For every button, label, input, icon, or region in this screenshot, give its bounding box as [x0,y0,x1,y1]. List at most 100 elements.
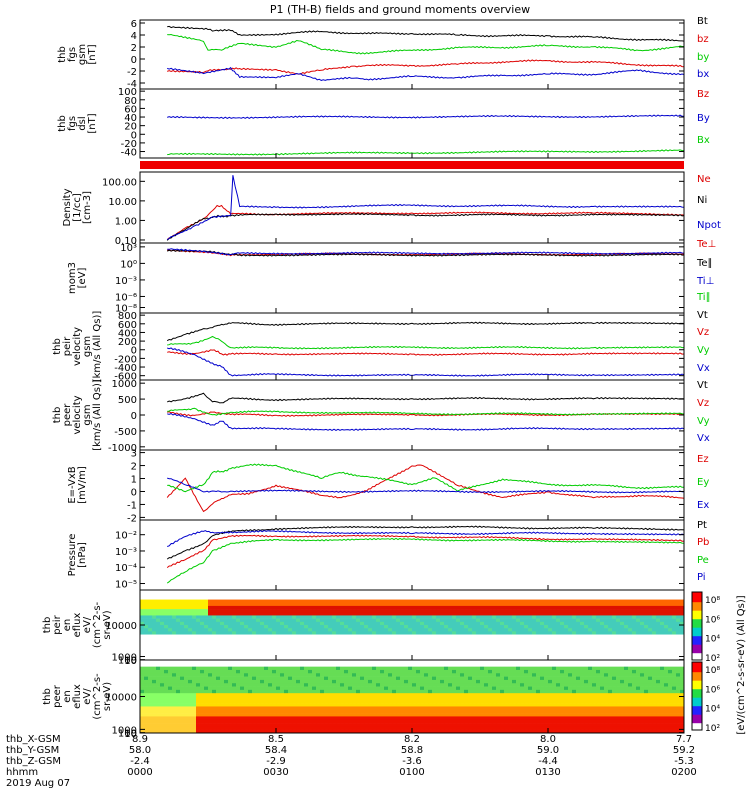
heatmap-cell [336,647,341,651]
heatmap-cell [424,605,429,610]
heatmap-cell [240,656,245,661]
heatmap-cell [392,669,397,674]
heatmap-cell [260,679,265,684]
heatmap-cell [208,709,213,714]
heatmap-cell [548,637,553,642]
heatmap-cell [296,625,301,629]
heatmap-cell [644,605,649,610]
heatmap-cell [280,673,285,677]
heatmap-cell [560,618,565,623]
heatmap-cell [644,602,649,607]
heatmap-cell [632,596,637,600]
heatmap-cell [500,625,505,629]
heatmap-cell [428,686,433,691]
heatmap-cell [520,605,525,610]
heatmap-cell [332,656,337,661]
y-tick-label: 100 [118,87,137,98]
heatmap-cell [344,676,349,681]
heatmap-cell [384,590,389,594]
heatmap-cell [424,653,429,658]
heatmap-cell [520,634,525,639]
heatmap-cell [152,726,157,730]
heatmap-cell [408,669,413,674]
heatmap-cell [288,686,293,691]
heatmap-cell [376,663,381,667]
heatmap-cell [596,599,601,604]
heatmap-cell [220,618,225,623]
heatmap-cell [212,679,217,684]
heatmap-cell [620,602,625,607]
heatmap-cell [336,660,341,664]
heatmap-cell [392,625,397,629]
heatmap-cell [392,631,397,635]
heatmap-cell [184,669,189,674]
heatmap-cell [236,650,241,654]
heatmap-cell [436,679,441,684]
heatmap-cell [540,656,545,661]
heatmap-cell [496,612,501,616]
heatmap-cell [548,599,553,604]
heatmap-cell [396,647,401,651]
heatmap-cell [296,673,301,677]
heatmap-cell [208,703,213,707]
heatmap-cell [388,590,393,594]
heatmap-cell [600,653,605,658]
heatmap-cell [312,602,317,607]
heatmap-cell [388,628,393,632]
heatmap-cell [268,683,273,687]
heatmap-cell [348,590,353,594]
heatmap-cell [276,615,281,619]
heatmap-cell [356,663,361,667]
heatmap-cell [676,628,681,632]
heatmap-cell [408,689,413,694]
heatmap-cell [192,631,197,635]
y-tick-label: -1 [127,500,137,511]
heatmap-cell [224,713,229,717]
heatmap-cell [404,590,409,594]
heatmap-cell [356,599,361,604]
heatmap-cell [592,653,597,658]
heatmap-cell [212,703,217,707]
heatmap-cell [152,634,157,639]
heatmap-cell [192,656,197,661]
heatmap-cell [388,686,393,691]
heatmap-cell [200,726,205,730]
heatmap-cell [276,666,281,671]
heatmap-cell [148,669,153,674]
heatmap-cell [408,663,413,667]
heatmap-cell [212,689,217,694]
heatmap-cell [196,719,201,724]
heatmap-cell [140,644,145,648]
heatmap-cell [216,609,221,613]
heatmap-cell [236,590,241,594]
heatmap-cell [480,612,485,616]
heatmap-cell [632,599,637,604]
heatmap-cell [464,644,469,648]
heatmap-cell [260,699,265,704]
heatmap-cell [140,693,145,697]
heatmap-cell [660,605,665,610]
heatmap-cell [380,605,385,610]
heatmap-cell [184,663,189,667]
heatmap-cell [628,625,633,629]
heatmap-cell [176,726,181,730]
heatmap-cell [496,653,501,658]
heatmap-cell [192,673,197,677]
heatmap-cell [244,602,249,607]
heatmap-cell [232,666,237,671]
heatmap-cell [680,656,685,661]
heatmap-cell [152,703,157,707]
heatmap-cell [244,693,249,697]
heatmap-cell [140,716,145,721]
heatmap-cell [228,650,233,654]
heatmap-cell [272,669,277,674]
heatmap-cell [400,647,405,651]
heatmap-cell [420,696,425,701]
heatmap-cell [288,673,293,677]
legend-label: Vz [697,398,709,409]
heatmap-cell [152,653,157,658]
heatmap-cell [356,706,361,711]
heatmap-cell [504,605,509,610]
heatmap-cell [436,669,441,674]
heatmap-cell [564,621,569,626]
